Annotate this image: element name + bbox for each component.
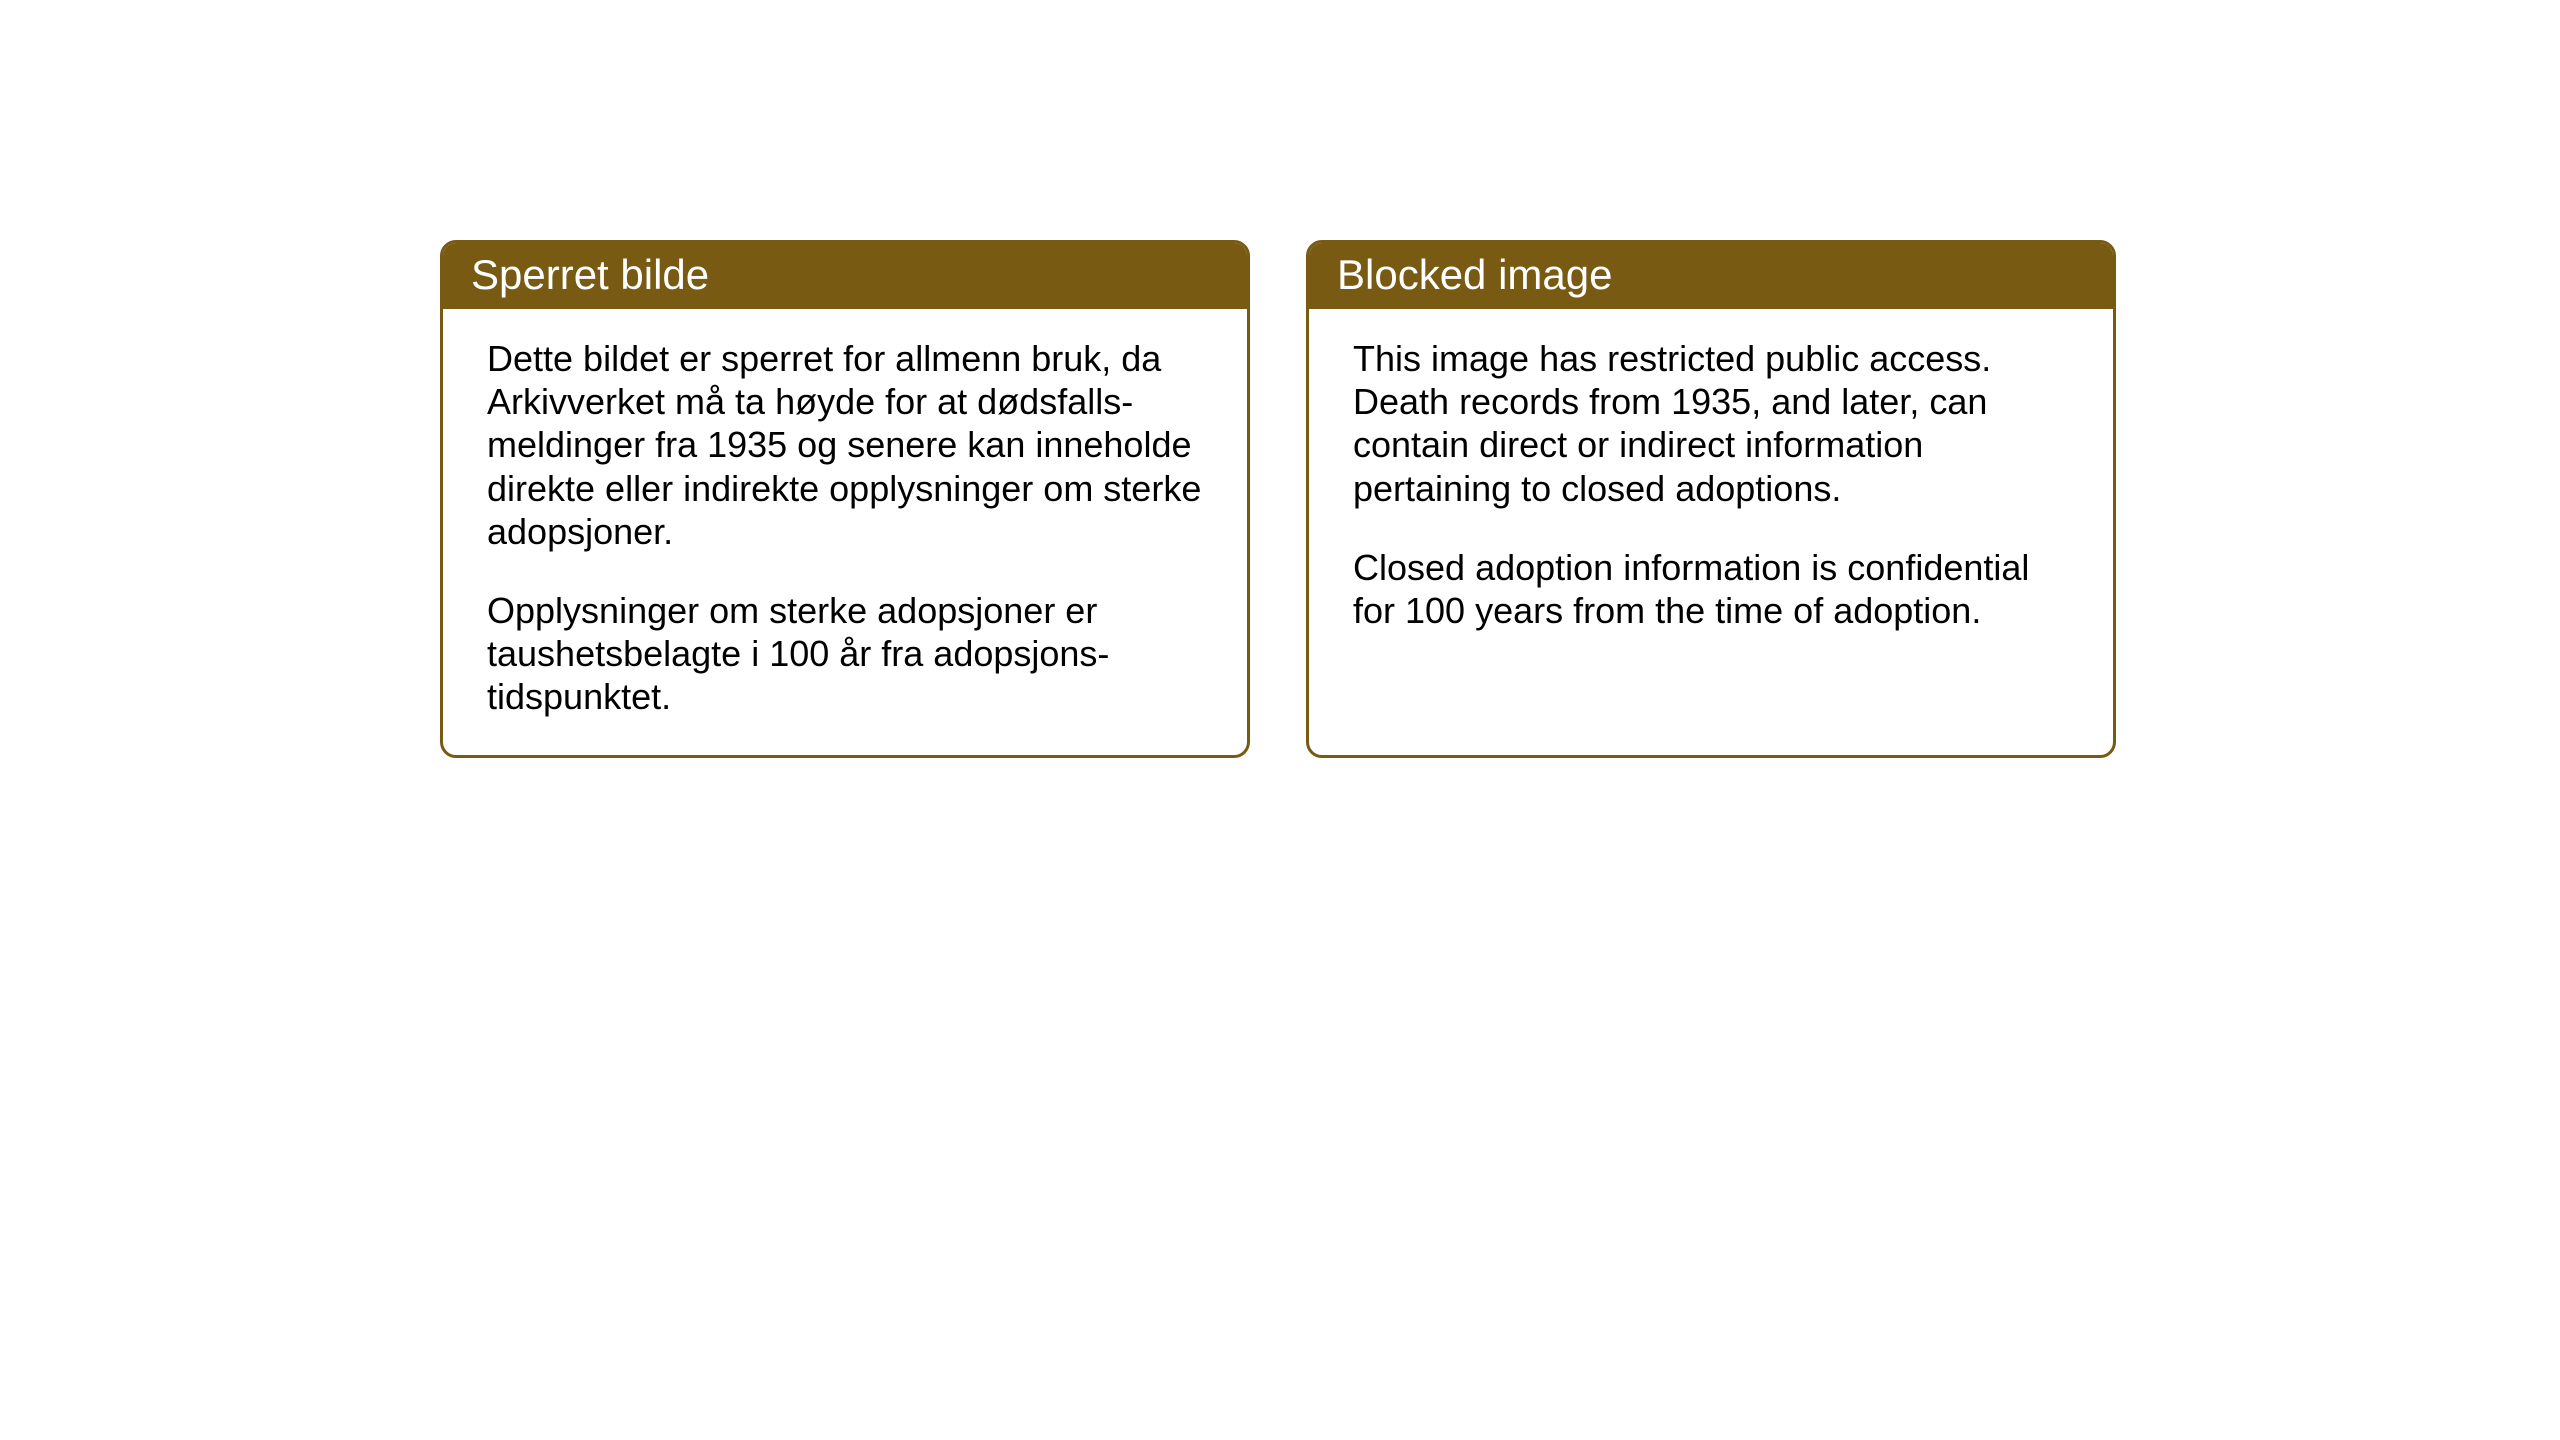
notice-container: Sperret bilde Dette bildet er sperret fo… xyxy=(440,240,2116,758)
paragraph-2-norwegian: Opplysninger om sterke adopsjoner er tau… xyxy=(487,589,1203,719)
paragraph-2-english: Closed adoption information is confident… xyxy=(1353,546,2069,632)
card-title-norwegian: Sperret bilde xyxy=(471,251,709,298)
card-header-norwegian: Sperret bilde xyxy=(443,243,1247,309)
paragraph-1-norwegian: Dette bildet er sperret for allmenn bruk… xyxy=(487,337,1203,553)
paragraph-1-english: This image has restricted public access.… xyxy=(1353,337,2069,510)
card-body-norwegian: Dette bildet er sperret for allmenn bruk… xyxy=(443,309,1247,755)
card-body-english: This image has restricted public access.… xyxy=(1309,309,2113,712)
notice-card-norwegian: Sperret bilde Dette bildet er sperret fo… xyxy=(440,240,1250,758)
card-title-english: Blocked image xyxy=(1337,251,1612,298)
notice-card-english: Blocked image This image has restricted … xyxy=(1306,240,2116,758)
card-header-english: Blocked image xyxy=(1309,243,2113,309)
